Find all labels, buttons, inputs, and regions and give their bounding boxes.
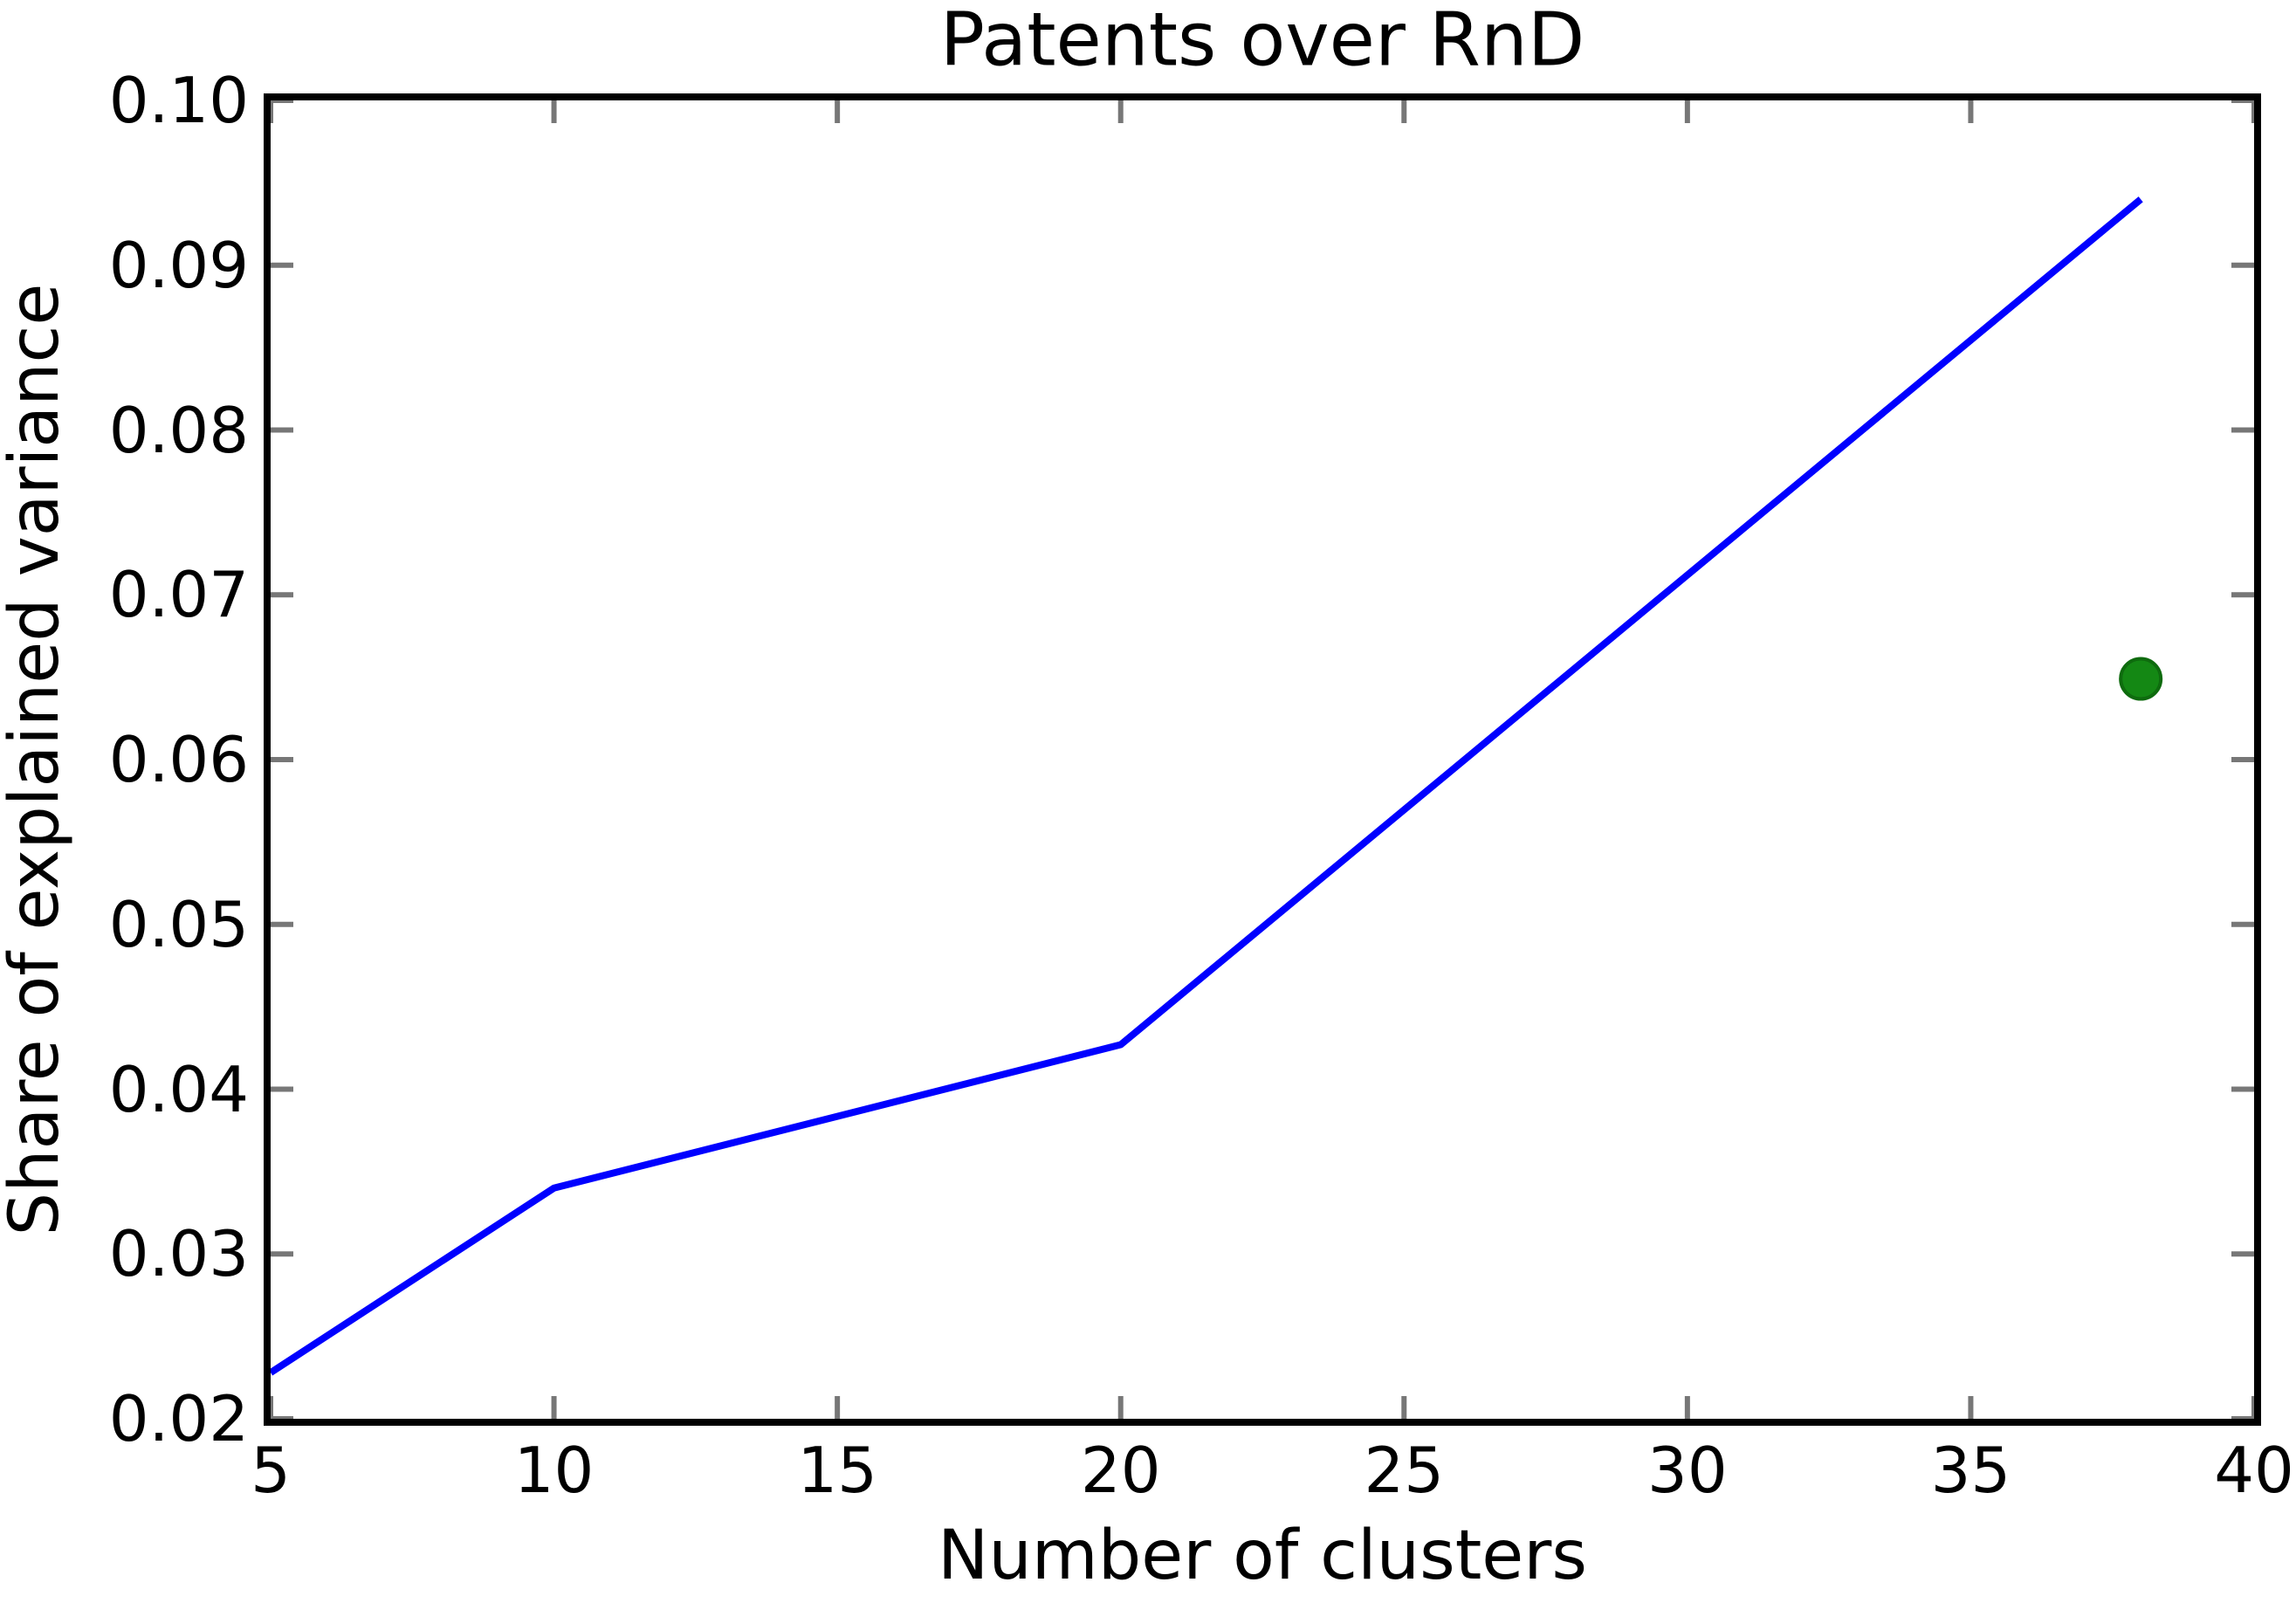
x-tick-label: 40 <box>2214 1434 2294 1507</box>
plot-area <box>264 93 2261 1426</box>
x-tick-label: 15 <box>797 1434 877 1507</box>
x-tick-label: 10 <box>513 1434 595 1507</box>
x-tick-label: 30 <box>1647 1434 1728 1507</box>
x-tick-label: 20 <box>1080 1434 1161 1507</box>
y-tick-label: 0.03 <box>108 1217 249 1291</box>
y-tick-label: 0.05 <box>108 887 249 961</box>
x-axis-label: Number of clusters <box>937 1517 1588 1595</box>
x-tick-label: 5 <box>251 1434 291 1507</box>
y-tick-label: 0.10 <box>108 64 249 137</box>
x-tick-label: 35 <box>1930 1434 2011 1507</box>
x-tick-label: 25 <box>1364 1434 1445 1507</box>
y-tick-label: 0.04 <box>108 1052 249 1126</box>
selected-cluster-point <box>2119 657 2163 701</box>
chart-canvas <box>271 100 2254 1419</box>
y-tick-label: 0.06 <box>108 723 249 796</box>
y-tick-label: 0.09 <box>108 228 249 302</box>
y-tick-label: 0.08 <box>108 393 249 467</box>
y-tick-label: 0.02 <box>108 1382 249 1455</box>
y-tick-label: 0.07 <box>108 558 249 632</box>
chart-title: Patents over RnD <box>939 0 1585 84</box>
share-of-explained-variance-line <box>271 196 2143 1376</box>
